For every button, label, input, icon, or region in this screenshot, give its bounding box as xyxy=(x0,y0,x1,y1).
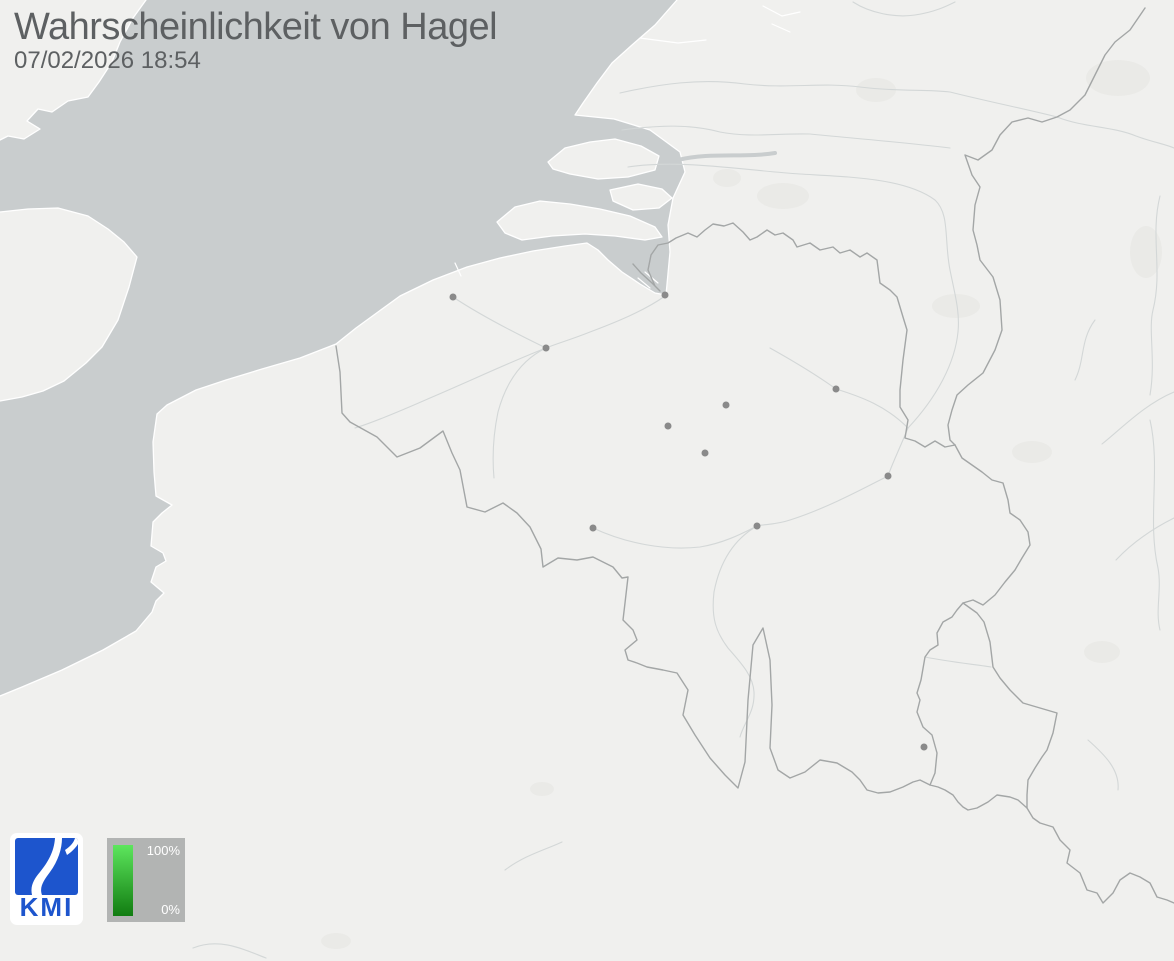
kmi-logo-text: KMI xyxy=(19,892,74,922)
legend-max-label: 100% xyxy=(146,843,180,858)
map-header: Wahrscheinlichkeit von Hagel 07/02/2026 … xyxy=(14,6,498,74)
timestamp: 07/02/2026 18:54 xyxy=(14,47,201,74)
city-dot xyxy=(542,344,550,352)
legend-min-label: 0% xyxy=(161,902,180,917)
delta-islands xyxy=(454,5,801,289)
city-dot xyxy=(449,293,457,301)
city-dot xyxy=(884,472,892,480)
border-france-germany xyxy=(1026,807,1174,904)
page-title: Wahrscheinlichkeit von Hagel xyxy=(14,6,498,48)
city-dot xyxy=(920,743,928,751)
border-luxembourg xyxy=(916,602,1058,811)
city-dot xyxy=(701,449,709,457)
rivers xyxy=(192,1,1174,959)
border-france-belgium xyxy=(335,345,931,794)
probability-legend: 100% 0% xyxy=(107,838,185,922)
city-dot xyxy=(661,291,669,299)
city-dot xyxy=(753,522,761,530)
city-dot xyxy=(664,422,672,430)
city-dots xyxy=(449,291,928,751)
legend-gradient-bar xyxy=(113,845,133,916)
border-belgium-germany xyxy=(954,444,1031,606)
city-dot xyxy=(589,524,597,532)
kmi-logo: KMI xyxy=(10,833,83,925)
sea-region xyxy=(0,0,686,697)
border-belgium-netherlands xyxy=(632,222,956,448)
kmi-swoosh-icon xyxy=(31,838,78,895)
border-netherlands-germany xyxy=(947,7,1146,446)
england-landmass xyxy=(0,0,147,402)
kmi-logo-icon xyxy=(15,838,78,895)
continental-coastline xyxy=(0,0,686,697)
country-borders xyxy=(335,7,1174,904)
terrain-patches xyxy=(321,60,1162,949)
city-dot xyxy=(722,401,730,409)
city-dot xyxy=(832,385,840,393)
